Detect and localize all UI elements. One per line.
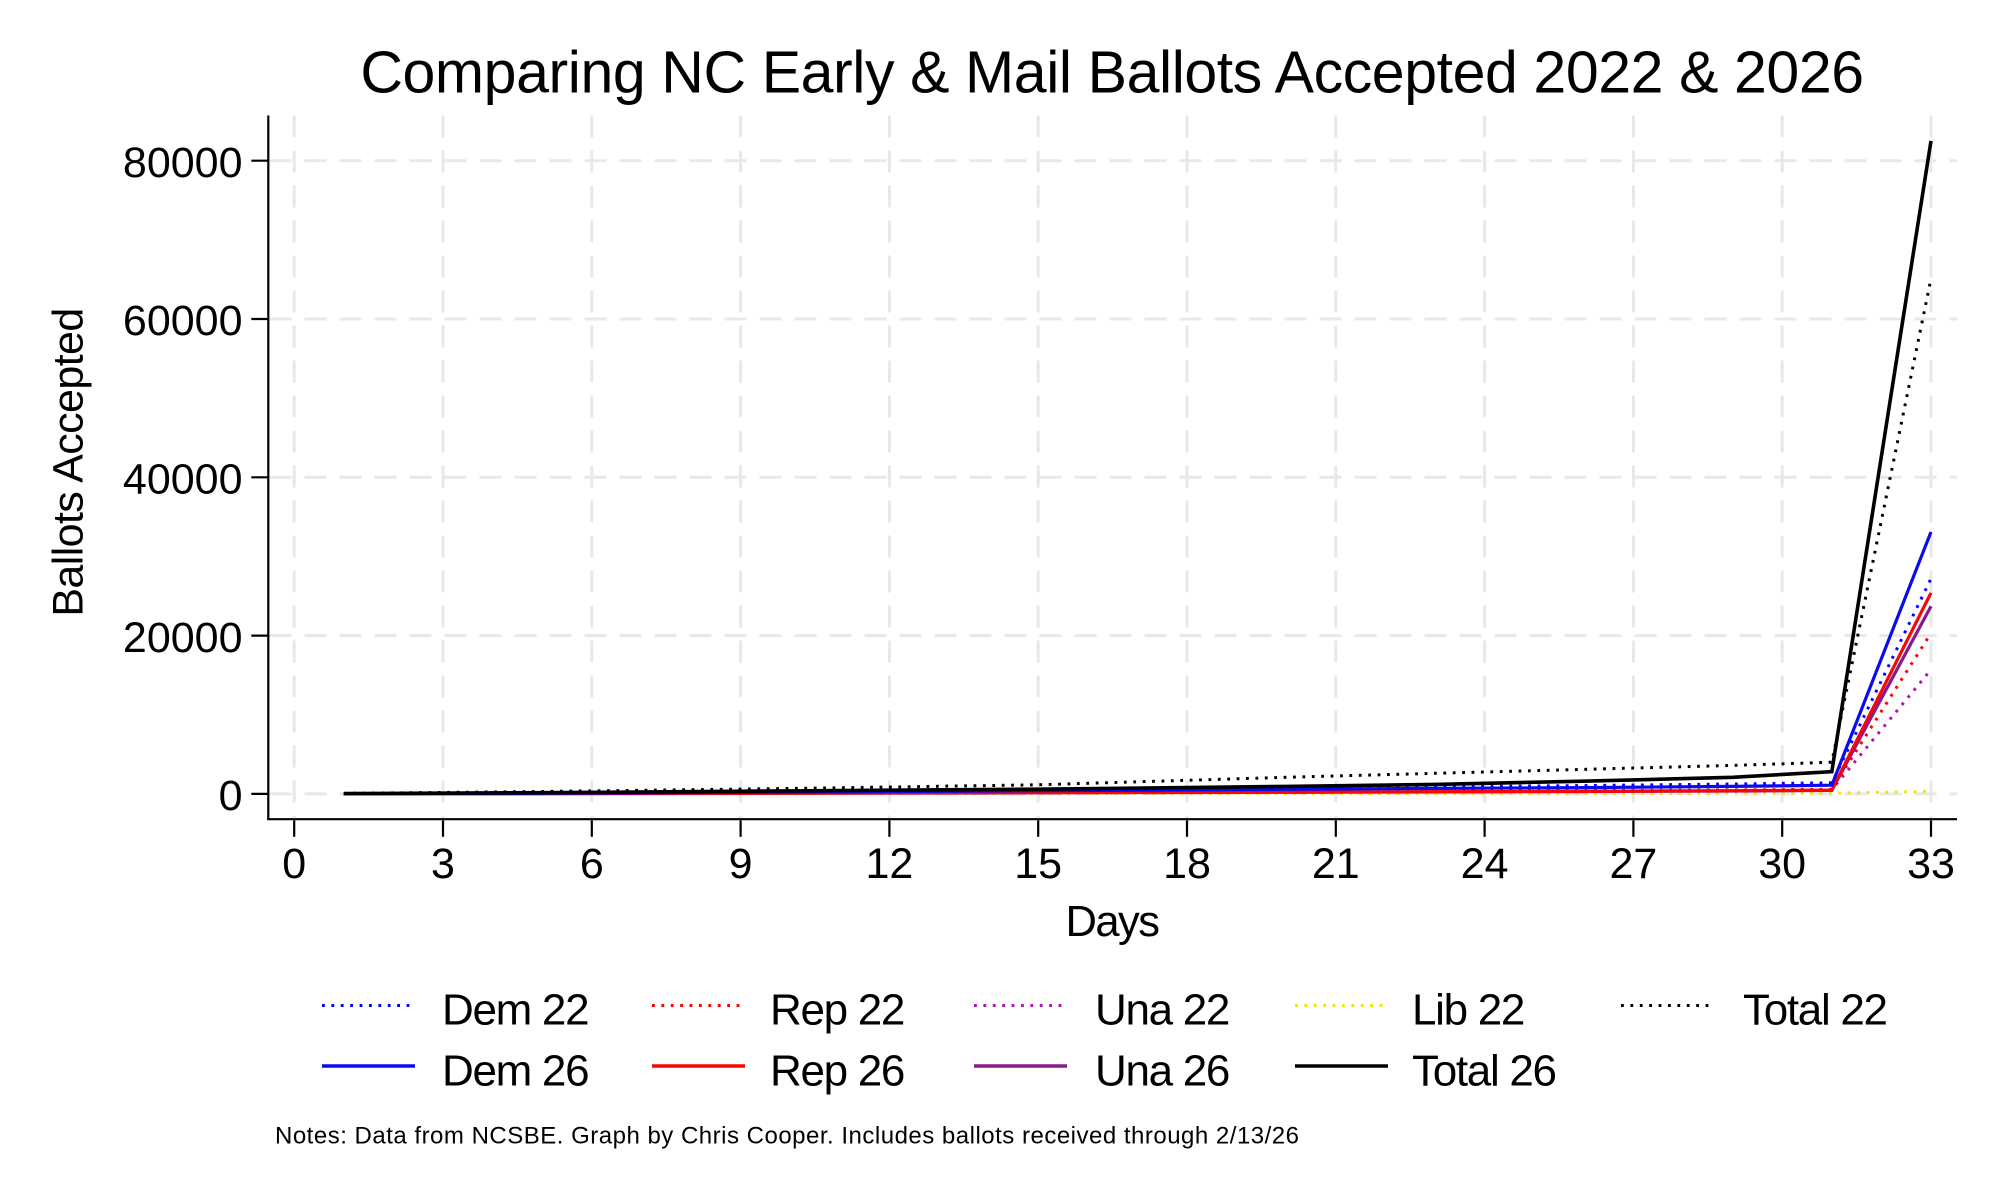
svg-text:24: 24 bbox=[1461, 840, 1509, 888]
svg-text:Dem 26: Dem 26 bbox=[442, 1047, 588, 1096]
svg-text:Total 26: Total 26 bbox=[1412, 1047, 1556, 1096]
svg-text:Ballots Accepted: Ballots Accepted bbox=[45, 308, 93, 616]
svg-text:Una 26: Una 26 bbox=[1095, 1047, 1229, 1096]
svg-text:33: 33 bbox=[1907, 840, 1955, 888]
svg-text:0: 0 bbox=[219, 772, 243, 820]
svg-text:27: 27 bbox=[1609, 840, 1657, 888]
svg-text:Days: Days bbox=[1065, 898, 1159, 946]
svg-text:Notes: Data from NCSBE. Graph: Notes: Data from NCSBE. Graph by Chris C… bbox=[275, 1123, 1300, 1150]
svg-text:Lib 22: Lib 22 bbox=[1412, 986, 1524, 1035]
svg-text:80000: 80000 bbox=[123, 139, 243, 187]
svg-text:Dem 22: Dem 22 bbox=[442, 986, 588, 1035]
svg-text:3: 3 bbox=[431, 840, 455, 888]
svg-text:Rep 26: Rep 26 bbox=[770, 1047, 904, 1096]
svg-text:21: 21 bbox=[1312, 840, 1360, 888]
svg-text:0: 0 bbox=[282, 840, 306, 888]
svg-text:Total 22: Total 22 bbox=[1743, 986, 1887, 1035]
svg-text:6: 6 bbox=[580, 840, 604, 888]
svg-text:20000: 20000 bbox=[123, 614, 243, 662]
svg-text:9: 9 bbox=[729, 840, 753, 888]
svg-text:Rep 22: Rep 22 bbox=[770, 986, 904, 1035]
svg-text:40000: 40000 bbox=[123, 456, 243, 504]
svg-text:Comparing NC Early & Mail Ball: Comparing NC Early & Mail Ballots Accept… bbox=[360, 39, 1863, 105]
svg-text:18: 18 bbox=[1163, 840, 1211, 888]
svg-text:15: 15 bbox=[1014, 840, 1062, 888]
svg-text:60000: 60000 bbox=[123, 297, 243, 345]
svg-text:30: 30 bbox=[1758, 840, 1806, 888]
svg-text:12: 12 bbox=[865, 840, 913, 888]
svg-text:Una 22: Una 22 bbox=[1095, 986, 1229, 1035]
